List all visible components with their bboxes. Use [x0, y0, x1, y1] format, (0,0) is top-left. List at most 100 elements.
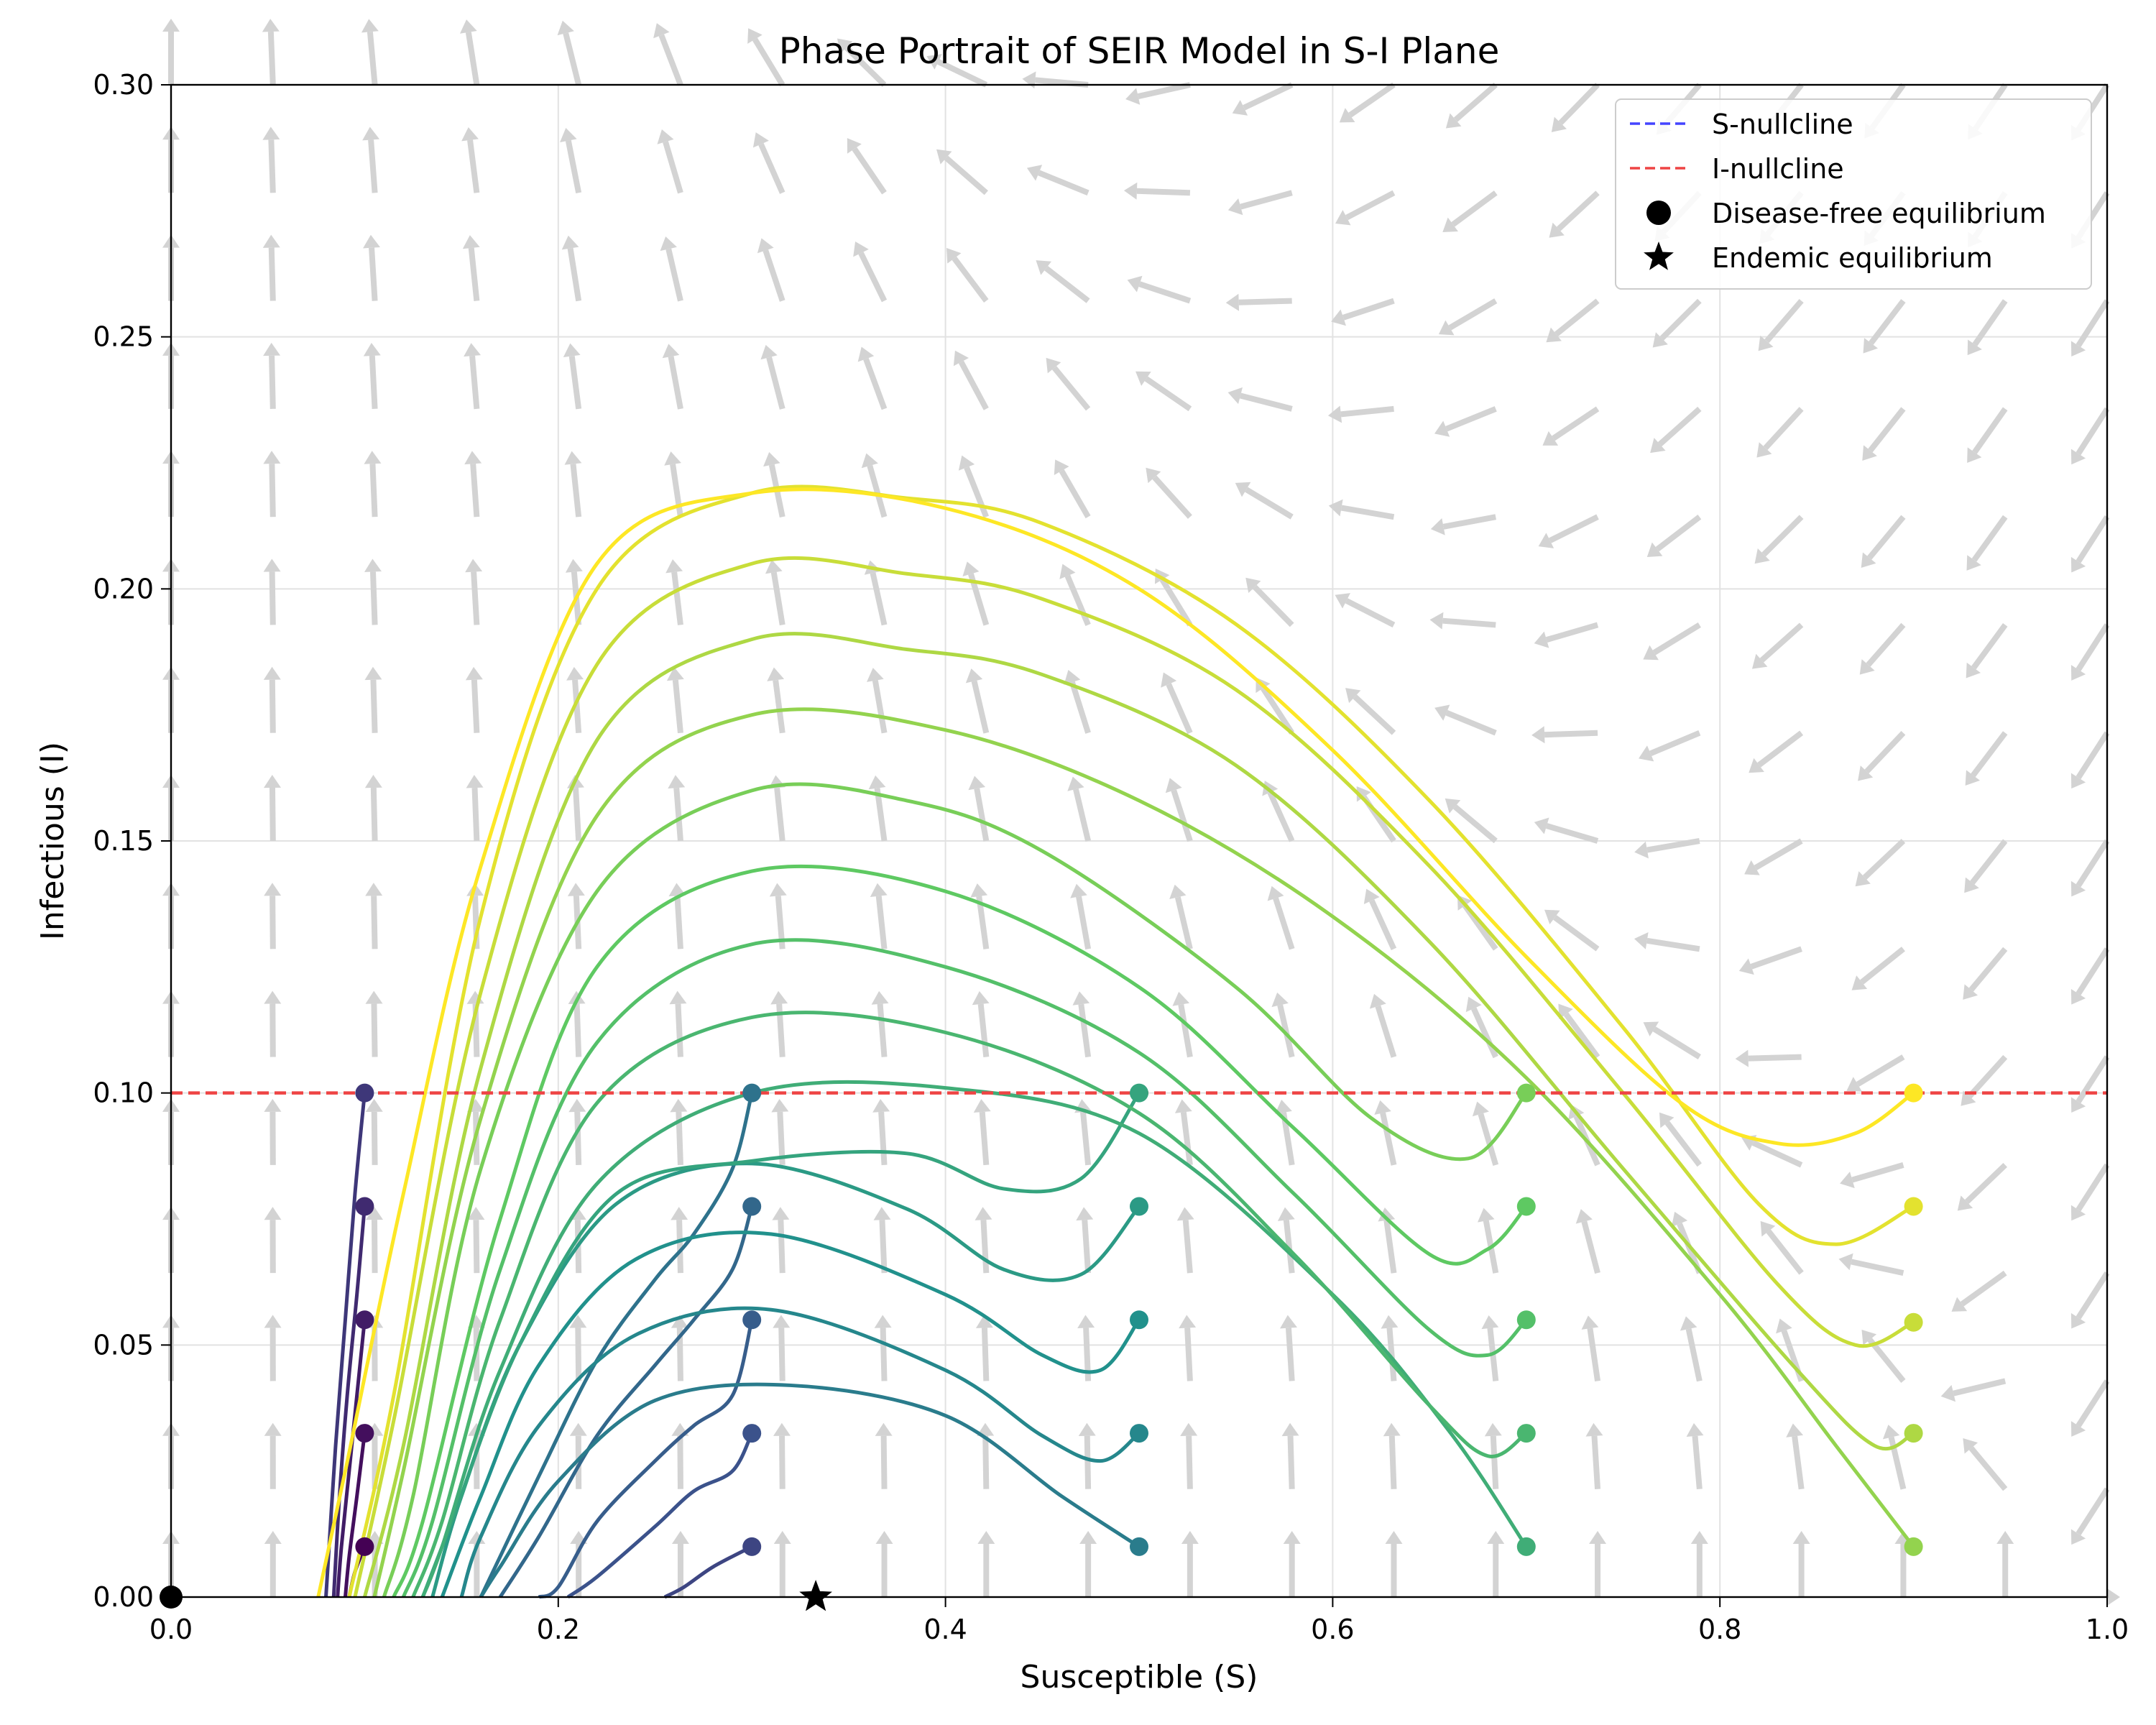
- vector-arrow: [371, 1220, 378, 1274]
- vector-arrow-head: [1996, 1531, 2014, 1544]
- trajectory-line: [331, 1206, 367, 1598]
- vector-arrow: [671, 571, 683, 625]
- vector-arrow: [872, 680, 888, 734]
- vector-arrow-head: [874, 1315, 892, 1328]
- vector-arrow: [1552, 406, 1600, 441]
- vector-arrow-head: [1429, 612, 1444, 630]
- vector-arrow: [770, 571, 786, 626]
- vector-arrow: [1759, 622, 1804, 663]
- vector-arrow-head: [262, 126, 280, 140]
- vector-arrow: [763, 249, 786, 302]
- legend-label-s-nullcline: S-nullcline: [1712, 109, 1853, 140]
- x-tick-label: 0.8: [1698, 1614, 1741, 1645]
- vector-arrow: [1174, 896, 1193, 950]
- vector-arrow: [1549, 514, 1599, 543]
- trajectory-line: [353, 556, 1915, 1598]
- vector-arrow-head: [936, 149, 952, 165]
- vector-arrow-head: [1646, 542, 1663, 558]
- vector-arrow-head: [1738, 958, 1754, 975]
- vector-arrow-head: [1964, 877, 1979, 893]
- vector-arrow-head: [1776, 1318, 1792, 1334]
- vector-arrow-head: [364, 451, 382, 464]
- vector-arrow-head: [566, 666, 584, 681]
- vector-arrow-head: [1363, 888, 1380, 904]
- vector-arrow: [1766, 1229, 1804, 1275]
- trajectory-line: [324, 1092, 367, 1598]
- vector-arrow: [1240, 392, 1293, 412]
- vector-arrow: [1445, 709, 1497, 736]
- vector-arrow: [675, 1003, 683, 1057]
- trajectory-line: [392, 864, 1528, 1598]
- vector-arrow-head: [1227, 387, 1243, 405]
- trajectory-start-marker: [355, 1424, 374, 1443]
- vector-arrow: [267, 31, 276, 86]
- trajectory-line: [663, 1545, 753, 1599]
- vector-arrow-head: [467, 1207, 485, 1220]
- vector-arrow-head: [1181, 1531, 1199, 1544]
- trajectory-start-marker: [742, 1197, 762, 1216]
- vector-arrow-head: [953, 350, 969, 367]
- vector-arrow: [1748, 1054, 1802, 1062]
- legend-box: [1615, 98, 2092, 290]
- vector-arrow: [269, 355, 276, 409]
- vector-arrow-head: [459, 19, 477, 34]
- vector-arrow-head: [2070, 448, 2086, 465]
- vector-arrow: [879, 1220, 888, 1274]
- vector-arrow: [844, 45, 887, 87]
- vector-arrow: [1137, 82, 1191, 99]
- vector-arrow: [668, 356, 683, 410]
- vector-arrow-head: [1146, 467, 1161, 484]
- vector-arrow: [1971, 515, 2008, 562]
- vector-arrow-head: [1281, 1422, 1299, 1437]
- vector-arrow: [470, 464, 480, 518]
- trajectory-layer: [316, 484, 1915, 1599]
- vector-arrow: [1064, 574, 1091, 626]
- vector-arrow: [2076, 839, 2110, 888]
- vector-arrow: [1968, 1446, 2008, 1491]
- vector-arrow: [1445, 406, 1497, 432]
- vector-arrow-head: [557, 20, 574, 36]
- vector-arrow: [1353, 694, 1396, 735]
- vector-arrow-head: [1179, 1315, 1197, 1329]
- vector-arrow-head: [1758, 335, 1774, 351]
- vector-arrow-head: [365, 1207, 383, 1220]
- vector-arrow: [674, 896, 683, 949]
- vector-arrow: [878, 1111, 888, 1166]
- vector-arrow-head: [1484, 1422, 1502, 1437]
- vector-arrow-head: [1283, 1531, 1301, 1544]
- trajectory-start-marker: [1130, 1310, 1148, 1330]
- vector-arrow: [467, 139, 480, 193]
- trajectory-line: [479, 1382, 1141, 1598]
- vector-arrow-head: [365, 1098, 383, 1112]
- vector-arrow: [1059, 469, 1091, 519]
- vector-arrow-head: [1634, 841, 1649, 859]
- vector-arrow: [270, 1003, 276, 1057]
- vector-arrow: [1754, 838, 1803, 870]
- vector-arrow-head: [465, 666, 483, 681]
- vector-arrow: [1340, 505, 1395, 520]
- trajectory-line: [362, 632, 1915, 1598]
- vector-arrow-head: [1735, 1049, 1749, 1067]
- vector-arrow: [1383, 1220, 1397, 1274]
- vector-arrow: [1380, 1112, 1397, 1166]
- vector-arrow: [371, 1111, 378, 1165]
- vector-arrow: [469, 355, 480, 410]
- vector-arrow: [880, 1435, 888, 1489]
- vector-arrow: [573, 1003, 582, 1057]
- vector-arrow-head: [1430, 518, 1445, 535]
- vector-arrow-head: [1966, 662, 1981, 678]
- vector-arrow: [1971, 731, 2008, 778]
- vector-arrow-head: [847, 138, 862, 154]
- vector-arrow: [568, 355, 582, 410]
- trajectory-start-marker: [1904, 1424, 1923, 1443]
- vector-arrow-head: [773, 1422, 791, 1436]
- vector-arrow-head: [1940, 1384, 1956, 1402]
- chart-title: Phase Portrait of SEIR Model in S-I Plan…: [779, 30, 1500, 72]
- vector-arrow-head: [1652, 332, 1668, 348]
- vector-arrow: [570, 464, 582, 518]
- vector-arrow-head: [364, 775, 382, 788]
- vector-arrow-head: [568, 1098, 586, 1113]
- vector-arrow-head: [361, 19, 379, 33]
- vector-arrow-head: [1581, 1315, 1599, 1330]
- vector-arrow-head: [263, 342, 281, 356]
